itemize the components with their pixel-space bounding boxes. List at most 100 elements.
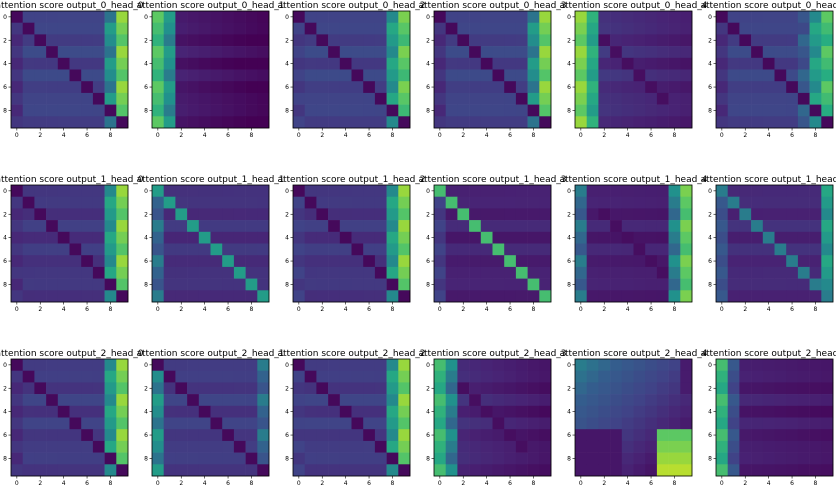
heatmap-cell: [328, 196, 341, 209]
heatmap-cell: [152, 22, 164, 35]
heatmap-cell: [716, 290, 728, 303]
heatmap-cell: [22, 104, 35, 117]
heatmap-cell: [46, 405, 59, 418]
heatmap-cell: [480, 196, 493, 209]
heatmap-cell: [233, 92, 246, 105]
heatmap-cell: [152, 464, 164, 477]
heatmap-cell: [198, 464, 211, 477]
heatmap-cell: [46, 196, 59, 209]
x-tick-label: 4: [767, 132, 771, 139]
heatmap-cell: [116, 104, 129, 117]
x-tick-label: 8: [673, 306, 677, 313]
heatmap-cell: [751, 243, 764, 256]
heatmap-cell: [222, 34, 235, 47]
heatmap-cell: [386, 394, 399, 407]
heatmap-cell: [222, 243, 235, 256]
heatmap-cell: [797, 429, 810, 442]
heatmap-cell: [257, 405, 270, 418]
heatmap-cell: [656, 382, 669, 395]
heatmap-cell: [163, 92, 176, 105]
heatmap-cell: [739, 196, 752, 209]
heatmap-cell: [645, 81, 658, 94]
heatmap-cell: [187, 22, 200, 35]
heatmap-cell: [245, 464, 258, 477]
heatmap-cell: [34, 11, 47, 23]
heatmap-cell: [163, 196, 176, 209]
heatmap-cell: [304, 429, 317, 442]
heatmap-cell: [797, 382, 810, 395]
heatmap-cell: [445, 57, 458, 70]
heatmap-cell: [81, 278, 94, 291]
heatmap-cell: [727, 208, 740, 221]
heatmap-cell: [245, 278, 258, 291]
heatmap-cell: [716, 405, 728, 418]
heatmap-cell: [610, 57, 623, 70]
heatmap-cell: [515, 405, 528, 418]
heatmap-cell: [152, 382, 164, 395]
heatmap-cell: [598, 185, 611, 197]
heatmap-cell: [57, 231, 70, 244]
y-tick-label: 2: [426, 37, 430, 44]
x-tick-label: 2: [320, 306, 324, 313]
heatmap-cell: [786, 116, 799, 129]
y-tick-label: 4: [144, 409, 148, 416]
heatmap-cell: [739, 92, 752, 105]
heatmap-cell: [610, 22, 623, 35]
heatmap-cell: [621, 417, 634, 430]
heatmap-cell: [293, 46, 305, 59]
heatmap-cell: [821, 81, 834, 94]
heatmap-cell: [81, 46, 94, 59]
heatmap-cell: [46, 185, 59, 197]
heatmap-cell: [386, 34, 399, 47]
heatmap-cell: [786, 11, 799, 23]
heatmap-cell: [210, 382, 223, 395]
heatmap-cell: [34, 185, 47, 197]
heatmap-cell: [163, 69, 176, 82]
heatmap-cell: [11, 278, 23, 291]
heatmap-cell: [527, 116, 540, 129]
heatmap-cell: [434, 429, 446, 442]
heatmap-cell: [586, 220, 599, 233]
heatmap-cell: [668, 208, 681, 221]
x-tick-label: 0: [156, 480, 160, 487]
heatmap-cell: [751, 34, 764, 47]
heatmap-cell: [786, 440, 799, 453]
x-tick-label: 8: [532, 306, 536, 313]
heatmap-cell: [386, 464, 399, 477]
heatmap-cell: [304, 382, 317, 395]
heatmap-cell: [716, 394, 728, 407]
heatmap-cell: [539, 220, 552, 233]
heatmap-cell: [339, 429, 352, 442]
heatmap-cell: [351, 243, 364, 256]
heatmap-cell: [434, 22, 446, 35]
heatmap-cell: [22, 359, 35, 371]
x-tick-label: 0: [156, 306, 160, 313]
heatmap-cell: [539, 278, 552, 291]
heatmap-cell: [69, 92, 82, 105]
heatmap-cell: [257, 266, 270, 279]
heatmap-cell: [92, 11, 105, 23]
heatmap-cell: [11, 290, 23, 303]
heatmap-cell: [680, 440, 693, 453]
heatmap-cell: [398, 81, 411, 94]
heatmap-cell: [398, 405, 411, 418]
heatmap-cell: [751, 429, 764, 442]
heatmap-cell: [175, 278, 188, 291]
y-tick-label: 2: [144, 211, 148, 218]
heatmap-panel-3: attention score output_0_head_30 2 4 6 80246…: [418, 1, 566, 139]
heatmap-cell: [809, 359, 822, 371]
panel-title: attention score output_0_head_0: [0, 1, 144, 11]
heatmap-cell: [821, 34, 834, 47]
heatmap-cell: [187, 440, 200, 453]
heatmap-cell: [34, 278, 47, 291]
heatmap-cell: [57, 185, 70, 197]
heatmap-cell: [222, 266, 235, 279]
heatmap-cell: [293, 81, 305, 94]
heatmap-cell: [187, 464, 200, 477]
heatmap-cell: [480, 11, 493, 23]
heatmap-cell: [821, 185, 834, 197]
heatmap-cell: [786, 405, 799, 418]
heatmap-cell: [34, 452, 47, 465]
y-tick-label: 2: [285, 37, 289, 44]
heatmap-cell: [328, 464, 341, 477]
